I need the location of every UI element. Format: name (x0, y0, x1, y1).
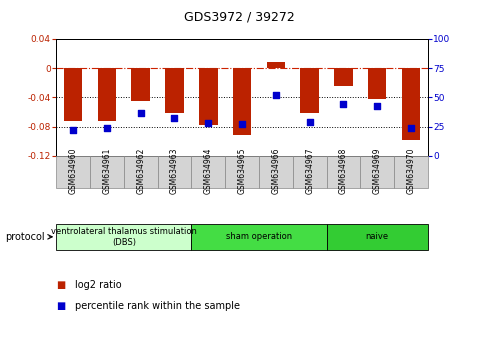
Text: protocol: protocol (5, 232, 44, 242)
Text: GSM634960: GSM634960 (68, 148, 78, 194)
Point (69, 127, 77, 133)
Point (305, 119, 313, 125)
Bar (401, 68, 419, 140)
Point (103, 125, 111, 131)
Bar (326, 156, 360, 188)
Point (204, 120, 212, 126)
Text: GSM634965: GSM634965 (237, 148, 246, 194)
Bar (90, 156, 123, 188)
Text: sham operation: sham operation (225, 232, 291, 241)
Text: GSM634966: GSM634966 (271, 148, 280, 194)
Bar (64, 68, 82, 121)
Point (339, 102, 346, 107)
Bar (367, 68, 386, 99)
Bar (131, 68, 150, 101)
Text: GSM634961: GSM634961 (102, 148, 111, 194)
Point (238, 121, 245, 127)
Text: GSM634969: GSM634969 (372, 148, 381, 194)
Text: GSM634962: GSM634962 (136, 148, 145, 194)
Point (271, 92, 279, 98)
Bar (123, 156, 157, 188)
Text: GSM634967: GSM634967 (305, 148, 313, 194)
Bar (157, 156, 191, 188)
Bar (191, 156, 224, 188)
Text: GSM634963: GSM634963 (170, 148, 179, 194)
Bar (199, 68, 217, 125)
Bar (266, 62, 285, 68)
Text: GSM634964: GSM634964 (203, 148, 212, 194)
Bar (56, 156, 90, 188)
Point (170, 115, 178, 121)
Text: GSM634968: GSM634968 (338, 148, 347, 194)
Text: ■: ■ (56, 301, 65, 311)
Point (406, 125, 414, 131)
Text: log2 ratio: log2 ratio (75, 280, 121, 290)
Bar (393, 156, 427, 188)
Bar (360, 156, 393, 188)
Text: GDS3972 / 39272: GDS3972 / 39272 (184, 10, 294, 23)
Bar (98, 68, 116, 121)
Point (137, 110, 144, 115)
Bar (300, 68, 318, 113)
Text: GSM634970: GSM634970 (406, 148, 415, 194)
Text: percentile rank within the sample: percentile rank within the sample (75, 301, 239, 311)
Text: ventrolateral thalamus stimulation
(DBS): ventrolateral thalamus stimulation (DBS) (51, 227, 196, 246)
Bar (224, 156, 259, 188)
Point (372, 103, 380, 108)
Bar (292, 156, 326, 188)
Text: naive: naive (365, 232, 388, 241)
Bar (333, 68, 352, 86)
Bar (165, 68, 183, 113)
Bar (259, 156, 292, 188)
Bar (232, 68, 251, 135)
Text: ■: ■ (56, 280, 65, 290)
